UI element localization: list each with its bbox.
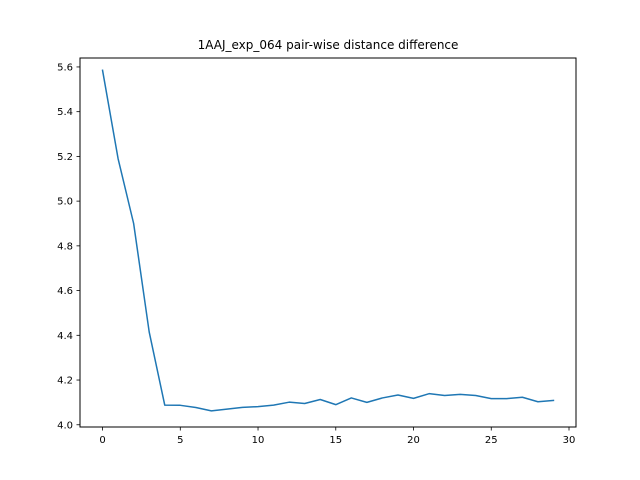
chart-title: 1AAJ_exp_064 pair-wise distance differen… [198,38,459,52]
series-line-0 [101,69,555,412]
x-tick-label: 10 [252,435,265,446]
x-tick-label: 20 [407,435,420,446]
x-tick-label: 25 [485,435,498,446]
y-tick-label: 5.2 [57,152,73,163]
y-tick-label: 5.0 [57,197,73,208]
y-tick-label: 5.4 [57,107,73,118]
x-tick-label: 30 [563,435,576,446]
y-tick-label: 5.6 [57,62,73,73]
x-tick-label: 5 [177,435,183,446]
axes-frame [79,57,577,428]
y-tick-label: 4.8 [57,241,73,252]
x-tick-label: 0 [99,435,105,446]
y-tick-label: 4.6 [57,286,73,297]
y-tick-label: 4.0 [57,420,73,431]
x-tick-label: 15 [329,435,342,446]
y-tick-label: 4.2 [57,376,73,387]
y-tick-label: 4.4 [57,331,73,342]
